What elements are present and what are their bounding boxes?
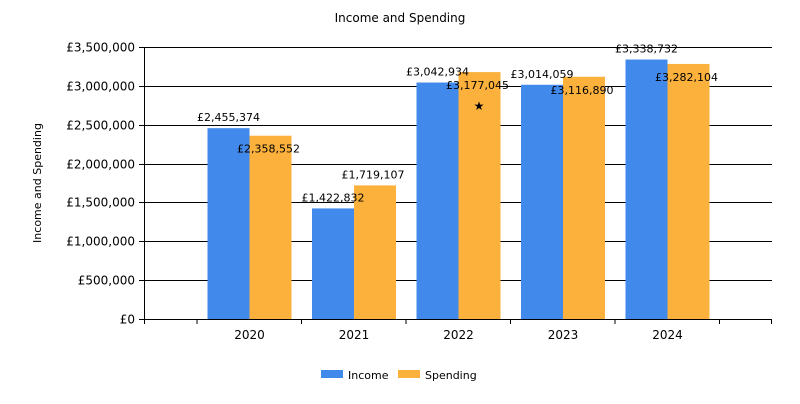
x-tick-label: 2022 (443, 328, 474, 342)
data-label: £3,116,890 (551, 84, 614, 97)
star-marker-icon: ★ (474, 99, 485, 113)
data-label: £2,455,374 (197, 111, 260, 124)
data-label: £2,358,552 (237, 143, 300, 156)
y-tick-label: £1,000,000 (66, 235, 135, 249)
legend-swatch-spending (398, 370, 420, 378)
data-label: £3,042,934 (406, 66, 469, 79)
data-labels: £2,455,374 £1,422,832 £3,042,934 £3,014,059… (197, 43, 718, 205)
x-tick-label: 2024 (652, 328, 683, 342)
legend-swatch-income (321, 370, 343, 378)
data-label: £1,422,832 (302, 191, 365, 204)
bar-income-2024 (625, 59, 668, 319)
bar-spending-2024 (667, 63, 710, 320)
bar-income-2021 (312, 208, 354, 319)
y-tick-label: £0 (120, 313, 135, 327)
y-tick-label: £2,500,000 (66, 119, 135, 133)
bar-spending-2023 (563, 76, 605, 319)
bars (207, 59, 710, 320)
y-tick-label: £500,000 (78, 274, 135, 288)
y-tick-label: £3,500,000 (66, 41, 135, 55)
y-tick-label: £2,000,000 (66, 158, 135, 172)
chart-title: Income and Spending (335, 11, 466, 25)
data-label: £3,014,059 (511, 68, 574, 81)
x-tick-label: 2023 (548, 328, 579, 342)
bar-income-2022 (416, 82, 459, 319)
legend: Income Spending (321, 369, 477, 382)
bar-spending-2022 (458, 72, 501, 319)
bar-income-2023 (521, 84, 563, 319)
data-label: £3,177,045 (446, 79, 509, 92)
data-label: £3,338,732 (615, 43, 678, 56)
y-tick-label: £3,000,000 (66, 80, 135, 94)
x-tick-label: 2021 (339, 328, 370, 342)
data-label: £3,282,104 (655, 71, 718, 84)
legend-label-income: Income (348, 369, 389, 382)
y-axis-label: Income and Spending (31, 123, 44, 243)
legend-label-spending: Spending (425, 369, 477, 382)
x-tick-label: 2020 (234, 328, 265, 342)
bar-spending-2020 (249, 135, 292, 319)
y-tick-label: £1,500,000 (66, 196, 135, 210)
data-label: £1,719,107 (342, 168, 405, 181)
bar-spending-2021 (354, 185, 396, 319)
bar-income-2020 (207, 128, 250, 319)
axes: £0 £500,000 £1,000,000 £1,500,000 £2,000,000… (66, 41, 772, 342)
